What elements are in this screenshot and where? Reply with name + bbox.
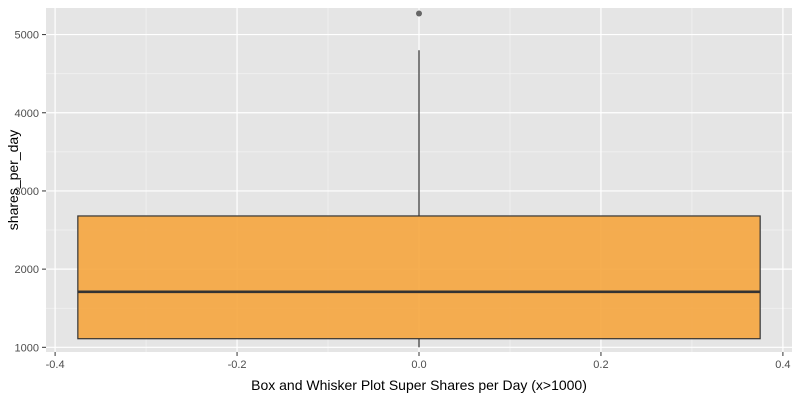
y-axis: 1000 2000 3000 4000 5000: [15, 30, 46, 354]
x-tick-label: 0.2: [593, 359, 608, 371]
y-tick-label: 4000: [15, 108, 39, 120]
box-marks: [77, 10, 761, 348]
x-axis-title: Box and Whisker Plot Super Shares per Da…: [251, 377, 587, 393]
x-tick-label: 0.4: [775, 359, 790, 371]
x-axis: -0.4 -0.2 0.0 0.2 0.4: [46, 352, 791, 371]
y-tick-label: 3000: [15, 186, 39, 198]
y-tick-label: 2000: [15, 264, 39, 276]
outlier-point: [416, 10, 422, 17]
x-tick-label: 0.0: [411, 359, 426, 371]
y-tick-label: 5000: [15, 30, 39, 42]
interquartile-box: [77, 215, 761, 340]
y-axis-title: shares_per_day: [5, 130, 21, 230]
x-tick-label: -0.2: [228, 359, 247, 371]
y-tick-label: 1000: [15, 342, 39, 354]
x-tick-label: -0.4: [46, 359, 65, 371]
